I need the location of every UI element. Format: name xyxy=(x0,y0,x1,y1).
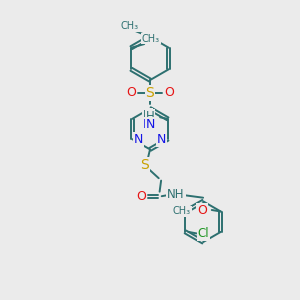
Text: N: N xyxy=(157,133,166,146)
Text: CH₃: CH₃ xyxy=(173,206,191,217)
Text: CH₃: CH₃ xyxy=(121,21,139,32)
Text: H: H xyxy=(143,109,152,122)
Text: N: N xyxy=(146,118,155,131)
Text: S: S xyxy=(140,158,149,172)
Text: Cl: Cl xyxy=(198,227,209,240)
Text: S: S xyxy=(146,86,154,100)
Text: O: O xyxy=(164,86,174,99)
Text: NH: NH xyxy=(167,188,185,201)
Text: H: H xyxy=(146,110,154,123)
Text: O: O xyxy=(136,190,146,203)
Text: N: N xyxy=(134,133,143,146)
Text: N: N xyxy=(143,118,152,131)
Text: CH₃: CH₃ xyxy=(142,34,160,44)
Text: O: O xyxy=(197,203,207,217)
Text: O: O xyxy=(126,86,136,99)
